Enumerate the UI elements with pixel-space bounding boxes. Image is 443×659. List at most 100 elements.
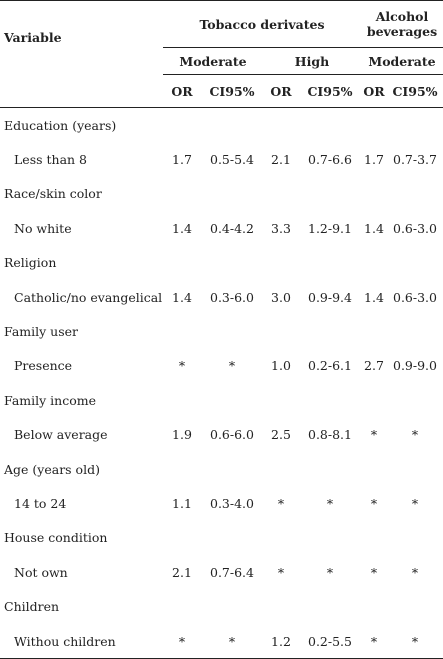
level-label: Presence — [14, 358, 73, 374]
category-row: Education (years) — [0, 108, 443, 143]
category-row: Age (years old) — [0, 452, 443, 486]
level-row: Presence * * 1.0 0.2-6.1 2.7 0.9-9.0 — [0, 349, 443, 383]
or-value-cell: * — [370, 633, 378, 649]
category-row: Family income — [0, 383, 443, 417]
ci95-value-cell: 0.6-3.0 — [393, 220, 437, 236]
or-value-cell: 2.1 — [271, 152, 291, 168]
ci95-value-cell: * — [326, 495, 334, 511]
ci95-value-cell: 0.6-6.0 — [210, 427, 254, 443]
level-label: 14 to 24 — [14, 495, 67, 511]
or-value-cell: 2.7 — [364, 358, 384, 374]
or-value-cell: 3.3 — [271, 220, 291, 236]
level-label: Below average — [14, 427, 108, 443]
ci95-value-cell: 0.5-5.4 — [210, 152, 254, 168]
ci95-value-cell: 1.2-9.1 — [308, 220, 352, 236]
ci95-value-cell: * — [411, 495, 419, 511]
or-value-cell: 1.2 — [271, 633, 291, 649]
level-row: Not own 2.1 0.7-6.4 * * * * — [0, 555, 443, 589]
or-value-cell: * — [277, 564, 285, 580]
or-value-cell: * — [370, 564, 378, 580]
or-value-cell: 1.0 — [271, 358, 291, 374]
level-label: Not own — [14, 564, 68, 580]
or-value-cell: * — [370, 495, 378, 511]
subgroup-header-alcohol-moderate: Moderate — [361, 47, 443, 75]
or-value-cell: 1.4 — [172, 289, 192, 305]
category-row: Children — [0, 589, 443, 623]
column-header-ci95: CI95% — [209, 83, 255, 99]
level-label: Withou children — [14, 633, 116, 649]
ci95-value-cell: 0.9-9.4 — [308, 289, 352, 305]
or-value-cell: * — [178, 633, 186, 649]
category-label: Education (years) — [4, 117, 117, 133]
category-label: Race/skin color — [4, 186, 102, 202]
category-row: Race/skin color — [0, 177, 443, 211]
ci95-value-cell: 0.7-6.4 — [210, 564, 254, 580]
category-label: House condition — [4, 530, 108, 546]
or-value-cell: 2.1 — [172, 564, 192, 580]
level-row: No white 1.4 0.4-4.2 3.3 1.2-9.1 1.4 0.6-3.0 — [0, 211, 443, 245]
variable-column-header: Variable — [4, 30, 62, 46]
level-row: Withou children * * 1.2 0.2-5.5 * * — [0, 624, 443, 659]
category-label: Family income — [4, 392, 96, 408]
ci95-value-cell: * — [326, 564, 334, 580]
ci95-value-cell: * — [411, 633, 419, 649]
level-row: 14 to 24 1.1 0.3-4.0 * * * * — [0, 486, 443, 520]
or-value-cell: 1.4 — [172, 220, 192, 236]
ci95-value-cell: 0.8-8.1 — [308, 427, 352, 443]
ci95-value-cell: * — [228, 633, 236, 649]
subgroup-header-tobacco-high: High — [263, 47, 361, 75]
ci95-value-cell: * — [411, 427, 419, 443]
or-value-cell: 3.0 — [271, 289, 291, 305]
or-value-cell: 1.1 — [172, 495, 192, 511]
category-label: Children — [4, 599, 60, 615]
category-label: Age (years old) — [4, 461, 100, 477]
ci95-value-cell: 0.7-6.6 — [308, 152, 352, 168]
level-row: Catholic/no evangelical 1.4 0.3-6.0 3.0 0.9-… — [0, 280, 443, 314]
level-label: Less than 8 — [14, 152, 88, 168]
or-value-cell: 1.7 — [364, 152, 384, 168]
category-row: House condition — [0, 521, 443, 555]
group-header-alcohol-text: Alcohol beverages — [366, 9, 438, 39]
blank-header-cell — [0, 75, 163, 108]
or-value-cell: * — [370, 427, 378, 443]
table-body: Education (years) Less than 8 1.7 0.5-5.4 2.… — [0, 108, 443, 659]
ci95-value-cell: 0.3-4.0 — [210, 495, 254, 511]
ci95-value-cell: 0.4-4.2 — [210, 220, 254, 236]
ci95-value-cell: 0.3-6.0 — [210, 289, 254, 305]
ci95-value-cell: 0.2-5.5 — [308, 633, 352, 649]
ci95-value-cell: 0.2-6.1 — [308, 358, 352, 374]
group-header-tobacco: Tobacco derivates — [163, 0, 361, 48]
or-value-cell: 1.4 — [364, 289, 384, 305]
group-header-alcohol: Alcohol beverages — [361, 0, 443, 48]
category-label: Religion — [4, 255, 57, 271]
header-row-columns: OR CI95% OR CI95% OR CI95% — [0, 75, 443, 108]
category-row: Family user — [0, 314, 443, 348]
ci95-value-cell: 0.9-9.0 — [393, 358, 437, 374]
level-row: Below average 1.9 0.6-6.0 2.5 0.8-8.1 * * — [0, 418, 443, 452]
ci95-value-cell: * — [228, 358, 236, 374]
level-label: Catholic/no evangelical — [14, 289, 163, 305]
column-header-or: OR — [363, 83, 385, 99]
header-row-subgroups: Moderate High Moderate — [0, 47, 443, 75]
column-header-ci95: CI95% — [392, 83, 438, 99]
category-row: Religion — [0, 246, 443, 280]
column-header-or: OR — [270, 83, 292, 99]
level-label: No white — [14, 220, 72, 236]
ci95-value-cell: * — [411, 564, 419, 580]
header-row-groups: Variable Tobacco derivates Alcohol bever… — [0, 0, 443, 48]
column-header-or: OR — [171, 83, 193, 99]
subgroup-header-tobacco-moderate: Moderate — [163, 47, 263, 75]
column-header-ci95: CI95% — [307, 83, 353, 99]
or-value-cell: 1.9 — [172, 427, 192, 443]
ci95-value-cell: 0.7-3.7 — [393, 152, 437, 168]
or-value-cell: * — [277, 495, 285, 511]
category-label: Family user — [4, 324, 78, 340]
or-value-cell: 2.5 — [271, 427, 291, 443]
or-value-cell: 1.7 — [172, 152, 192, 168]
level-row: Less than 8 1.7 0.5-5.4 2.1 0.7-6.6 1.7 0.7-3.… — [0, 142, 443, 176]
or-value-cell: * — [178, 358, 186, 374]
or-value-cell: 1.4 — [364, 220, 384, 236]
ci95-value-cell: 0.6-3.0 — [393, 289, 437, 305]
